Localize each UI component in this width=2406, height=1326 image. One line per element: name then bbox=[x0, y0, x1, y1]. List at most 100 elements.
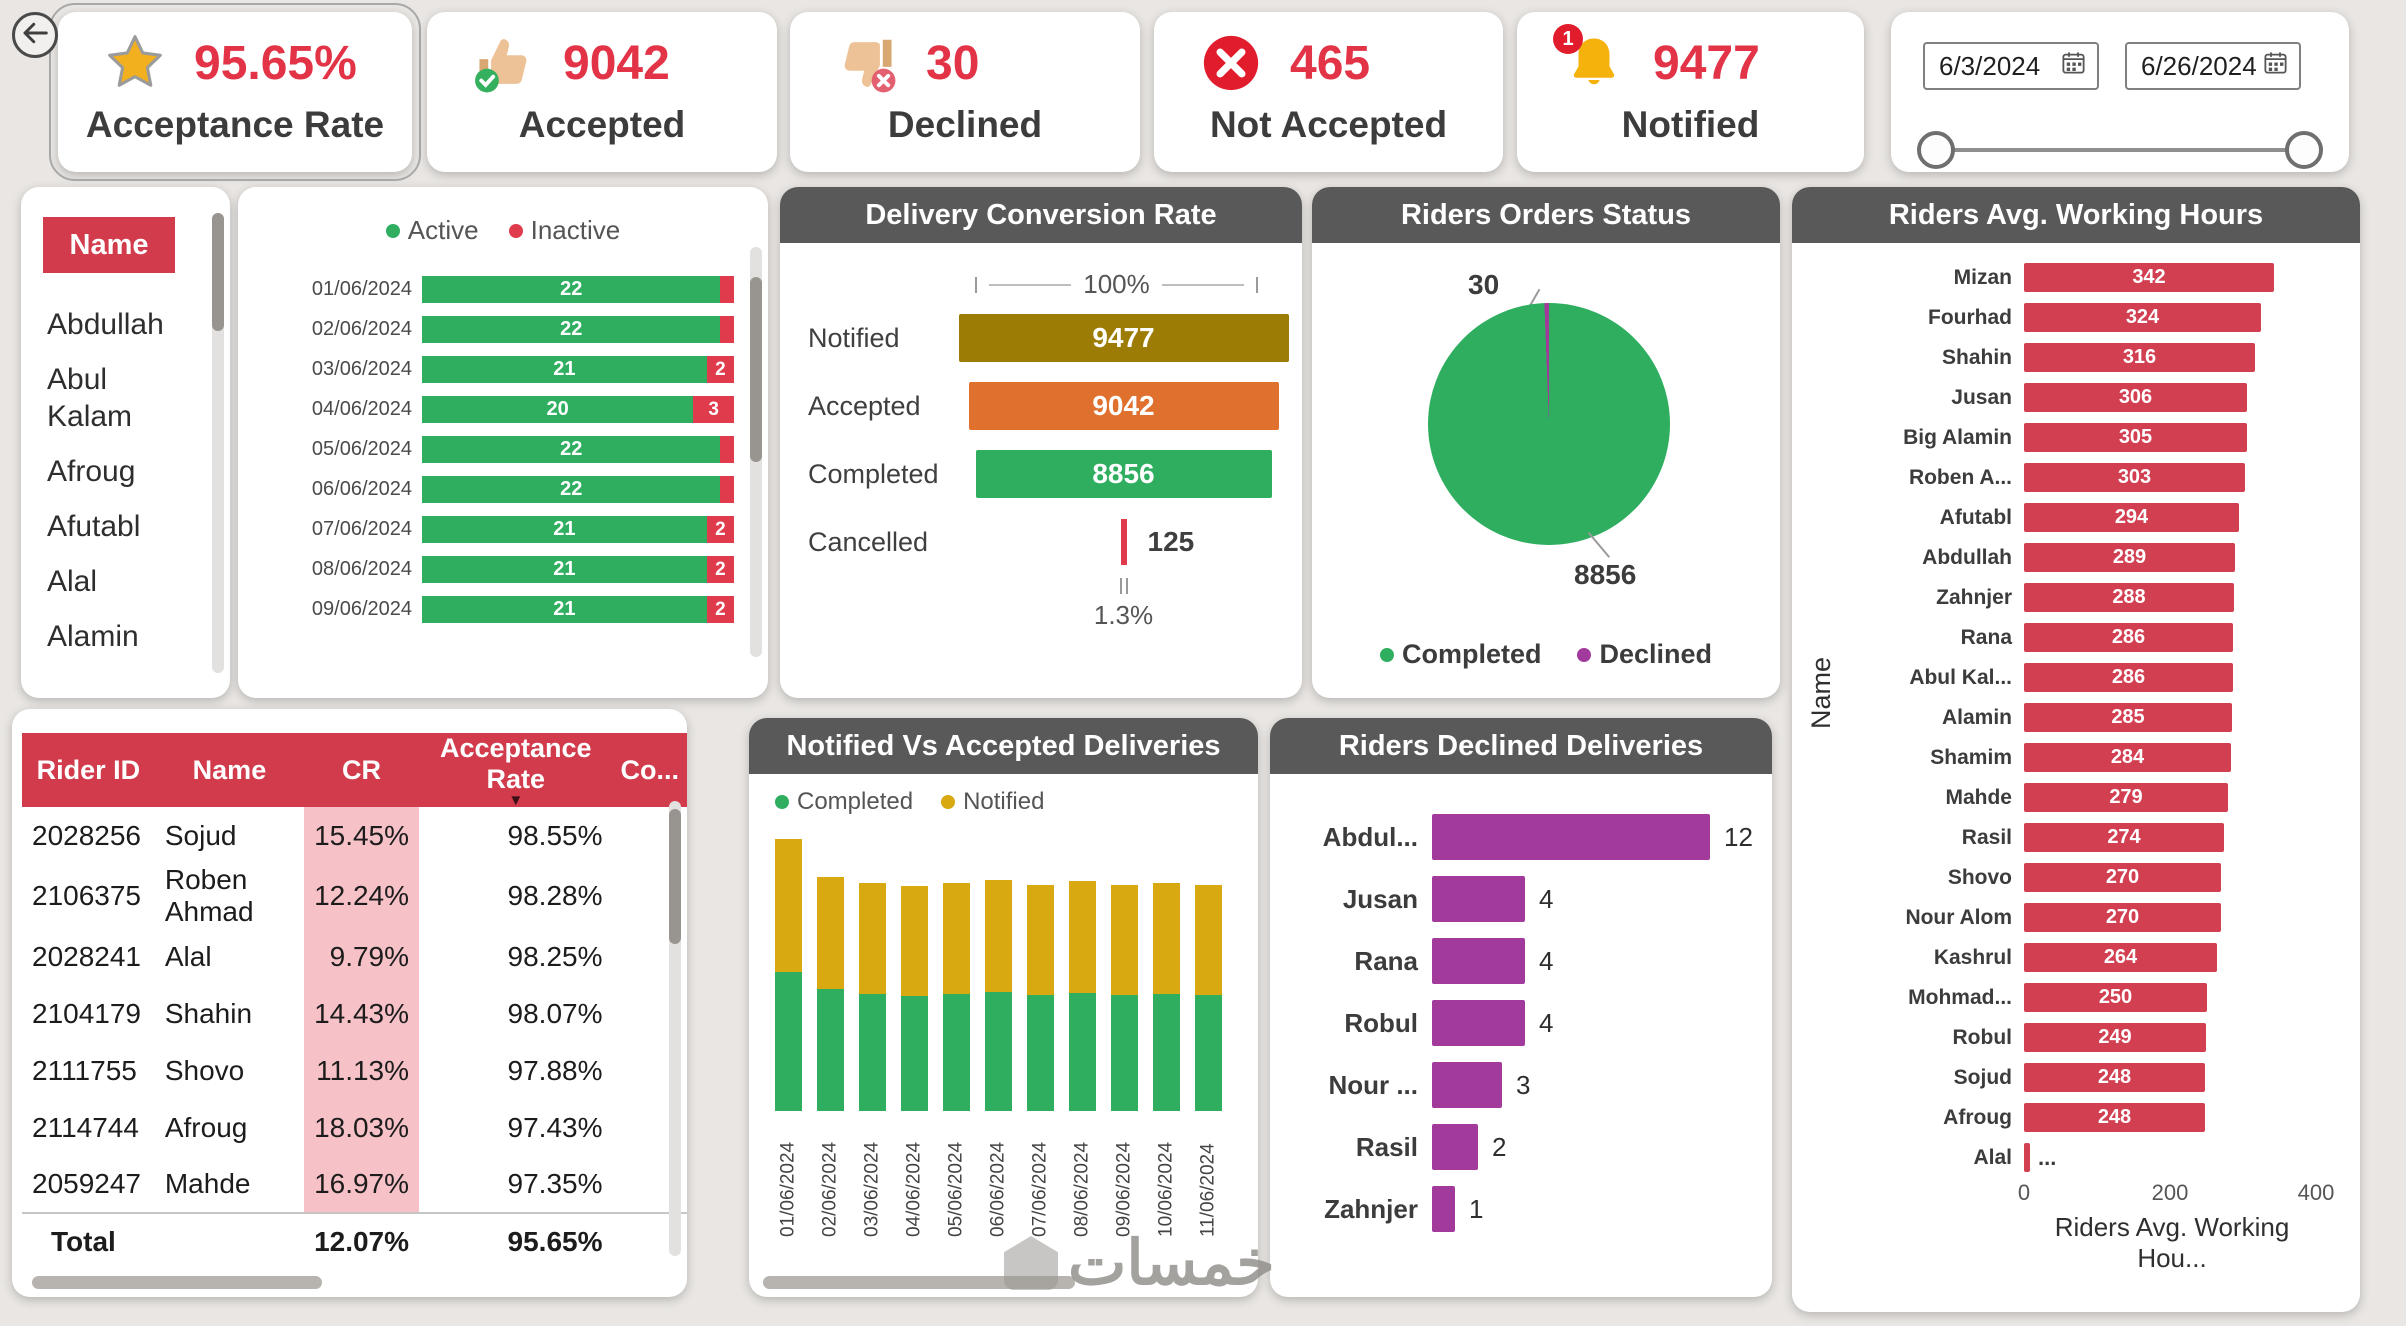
header-cr[interactable]: CR bbox=[304, 733, 420, 807]
inactive-bar[interactable] bbox=[720, 276, 734, 303]
legend-item-completed[interactable]: Completed bbox=[775, 788, 913, 816]
active-bar[interactable]: 20 bbox=[422, 396, 694, 423]
notified-segment[interactable] bbox=[1069, 881, 1096, 993]
scrollbar-thumb[interactable] bbox=[212, 213, 224, 331]
notified-segment[interactable] bbox=[985, 880, 1012, 992]
active-bar[interactable]: 22 bbox=[422, 276, 721, 303]
legend-item-active[interactable]: Active bbox=[385, 215, 479, 246]
notified-segment[interactable] bbox=[901, 886, 928, 996]
declined-bar[interactable] bbox=[1432, 876, 1525, 922]
stacked-bar[interactable] bbox=[775, 839, 802, 1111]
working-hours-bar[interactable]: 306 bbox=[2024, 383, 2247, 412]
stacked-bar[interactable] bbox=[1195, 885, 1222, 1111]
active-bar[interactable]: 22 bbox=[422, 476, 721, 503]
working-hours-bar[interactable] bbox=[2024, 1143, 2030, 1172]
completed-segment[interactable] bbox=[901, 996, 928, 1111]
inactive-bar[interactable]: 2 bbox=[706, 596, 734, 623]
completed-segment[interactable] bbox=[1027, 995, 1054, 1111]
slider-handle-end[interactable] bbox=[2285, 131, 2323, 169]
completed-segment[interactable] bbox=[1111, 995, 1138, 1111]
stacked-bar[interactable] bbox=[985, 880, 1012, 1111]
table-row[interactable]: 2111755 Shovo 11.13% 97.88% bbox=[22, 1042, 687, 1099]
legend-item-declined[interactable]: Declined bbox=[1577, 639, 1712, 670]
notified-segment[interactable] bbox=[859, 883, 886, 994]
completed-segment[interactable] bbox=[817, 989, 844, 1111]
horizontal-scrollbar-thumb[interactable] bbox=[763, 1276, 1075, 1289]
active-bar[interactable]: 21 bbox=[422, 356, 707, 383]
slicer-item[interactable]: Afroug bbox=[47, 455, 136, 488]
completed-segment[interactable] bbox=[943, 994, 970, 1111]
notified-segment[interactable] bbox=[1027, 885, 1054, 995]
working-hours-bar[interactable]: 250 bbox=[2024, 983, 2207, 1012]
declined-bar[interactable] bbox=[1432, 814, 1710, 860]
working-hours-bar[interactable]: 279 bbox=[2024, 783, 2228, 812]
declined-bar[interactable] bbox=[1432, 1000, 1525, 1046]
header-acceptance-rate[interactable]: Acceptance Rate ▼ bbox=[419, 733, 613, 808]
kpi-card-declined[interactable]: 30 Declined bbox=[790, 12, 1140, 172]
slider-handle-start[interactable] bbox=[1917, 131, 1955, 169]
table-row[interactable]: 2028256 Sojud 15.45% 98.55% bbox=[22, 807, 687, 864]
working-hours-bar[interactable]: 270 bbox=[2024, 903, 2221, 932]
stacked-bar[interactable] bbox=[859, 883, 886, 1111]
funnel-bar[interactable]: 8856 bbox=[975, 450, 1272, 498]
working-hours-bar[interactable]: 342 bbox=[2024, 263, 2274, 292]
legend-item-inactive[interactable]: Inactive bbox=[508, 215, 620, 246]
notified-segment[interactable] bbox=[943, 883, 970, 994]
stacked-bar[interactable] bbox=[1069, 881, 1096, 1111]
working-hours-bar[interactable]: 289 bbox=[2024, 543, 2235, 572]
slicer-item[interactable]: Alal bbox=[47, 565, 98, 598]
declined-bar[interactable] bbox=[1432, 1124, 1478, 1170]
working-hours-bar[interactable]: 303 bbox=[2024, 463, 2245, 492]
declined-bar[interactable] bbox=[1432, 1062, 1502, 1108]
calendar-icon[interactable] bbox=[2060, 49, 2087, 83]
notified-segment[interactable] bbox=[1153, 883, 1180, 994]
calendar-icon[interactable] bbox=[2262, 49, 2289, 83]
working-hours-bar[interactable]: 249 bbox=[2024, 1023, 2206, 1052]
working-hours-bar[interactable]: 274 bbox=[2024, 823, 2224, 852]
back-button[interactable] bbox=[12, 12, 58, 58]
working-hours-bar[interactable]: 305 bbox=[2024, 423, 2247, 452]
notified-segment[interactable] bbox=[775, 839, 802, 972]
working-hours-bar[interactable]: 286 bbox=[2024, 663, 2233, 692]
notified-segment[interactable] bbox=[817, 877, 844, 989]
table-row[interactable]: 2114744 Afroug 18.03% 97.43% bbox=[22, 1099, 687, 1156]
legend-item-notified[interactable]: Notified bbox=[941, 788, 1044, 816]
working-hours-bar[interactable]: 324 bbox=[2024, 303, 2261, 332]
slicer-item[interactable]: Alamin bbox=[47, 620, 139, 653]
inactive-bar[interactable] bbox=[720, 476, 734, 503]
inactive-bar[interactable] bbox=[720, 316, 734, 343]
funnel-bar[interactable]: 9477 bbox=[958, 314, 1289, 362]
inactive-bar[interactable]: 2 bbox=[706, 516, 734, 543]
completed-segment[interactable] bbox=[1153, 994, 1180, 1111]
stacked-bar[interactable] bbox=[817, 877, 844, 1111]
inactive-bar[interactable]: 2 bbox=[706, 356, 734, 383]
inactive-bar[interactable]: 3 bbox=[693, 396, 734, 423]
active-bar[interactable]: 21 bbox=[422, 596, 707, 623]
working-hours-bar[interactable]: 288 bbox=[2024, 583, 2234, 612]
declined-bar[interactable] bbox=[1432, 938, 1525, 984]
stacked-bar[interactable] bbox=[1153, 883, 1180, 1111]
table-row[interactable]: 2106375 Roben Ahmad 12.24% 98.28% bbox=[22, 864, 687, 928]
working-hours-bar[interactable]: 284 bbox=[2024, 743, 2231, 772]
notified-segment[interactable] bbox=[1111, 885, 1138, 995]
completed-segment[interactable] bbox=[1195, 995, 1222, 1111]
stacked-bar[interactable] bbox=[1027, 885, 1054, 1111]
working-hours-bar[interactable]: 270 bbox=[2024, 863, 2221, 892]
kpi-card-notified[interactable]: 1 9477 Notified bbox=[1517, 12, 1864, 172]
working-hours-bar[interactable]: 248 bbox=[2024, 1103, 2205, 1132]
legend-item-completed[interactable]: Completed bbox=[1379, 639, 1541, 670]
horizontal-scrollbar-thumb[interactable] bbox=[32, 1276, 322, 1289]
working-hours-bar[interactable]: 294 bbox=[2024, 503, 2239, 532]
completed-segment[interactable] bbox=[775, 972, 802, 1111]
kpi-card-accepted[interactable]: 9042 Accepted bbox=[427, 12, 777, 172]
inactive-bar[interactable]: 2 bbox=[706, 556, 734, 583]
notified-segment[interactable] bbox=[1195, 885, 1222, 995]
active-bar[interactable]: 22 bbox=[422, 316, 721, 343]
declined-bar[interactable] bbox=[1432, 1186, 1455, 1232]
stacked-bar[interactable] bbox=[943, 883, 970, 1111]
stacked-bar[interactable] bbox=[901, 886, 928, 1111]
kpi-card-acceptance-rate[interactable]: 95.65% Acceptance Rate bbox=[49, 3, 421, 181]
working-hours-bar[interactable]: 285 bbox=[2024, 703, 2232, 732]
table-row[interactable]: 2104179 Shahin 14.43% 98.07% bbox=[22, 985, 687, 1042]
working-hours-bar[interactable]: 286 bbox=[2024, 623, 2233, 652]
